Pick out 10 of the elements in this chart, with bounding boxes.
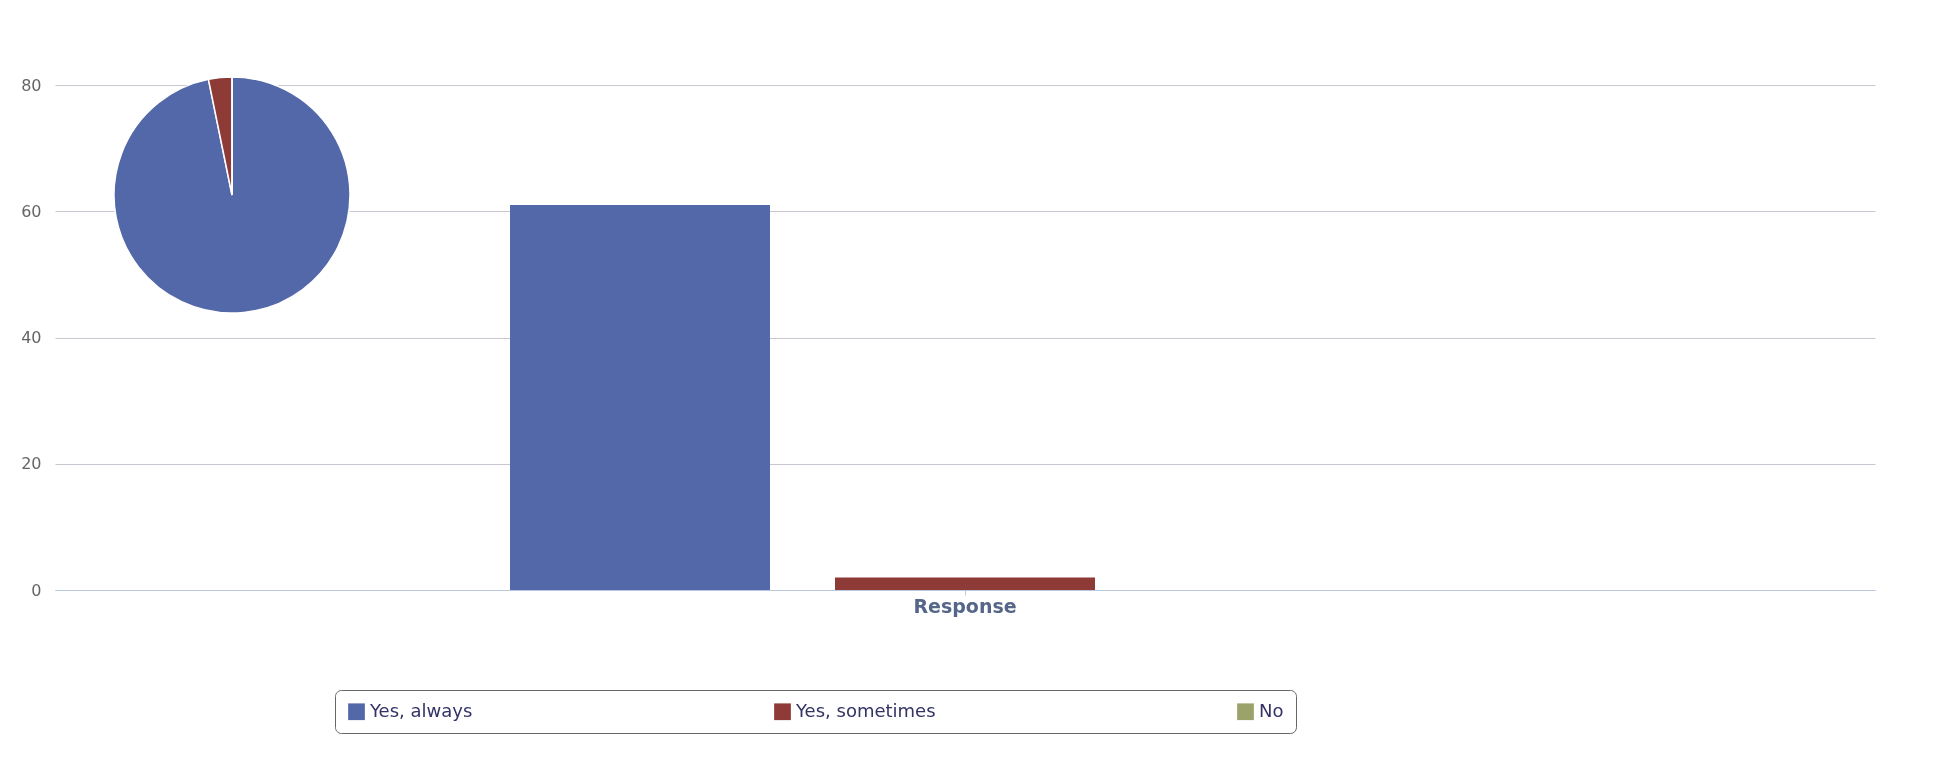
y-tick-label: 60 [21, 201, 42, 221]
legend-label: Yes, sometimes [795, 699, 936, 721]
legend-label: No [1259, 699, 1284, 721]
y-tick-label: 20 [21, 454, 42, 474]
pie-slice [113, 76, 351, 314]
y-tick-label: 80 [21, 75, 42, 95]
x-tick-label: Response [913, 594, 1017, 617]
y-tick-label: 40 [21, 328, 42, 347]
y-tick-label: 0 [31, 580, 42, 600]
legend-label: Yes, always [369, 699, 473, 721]
